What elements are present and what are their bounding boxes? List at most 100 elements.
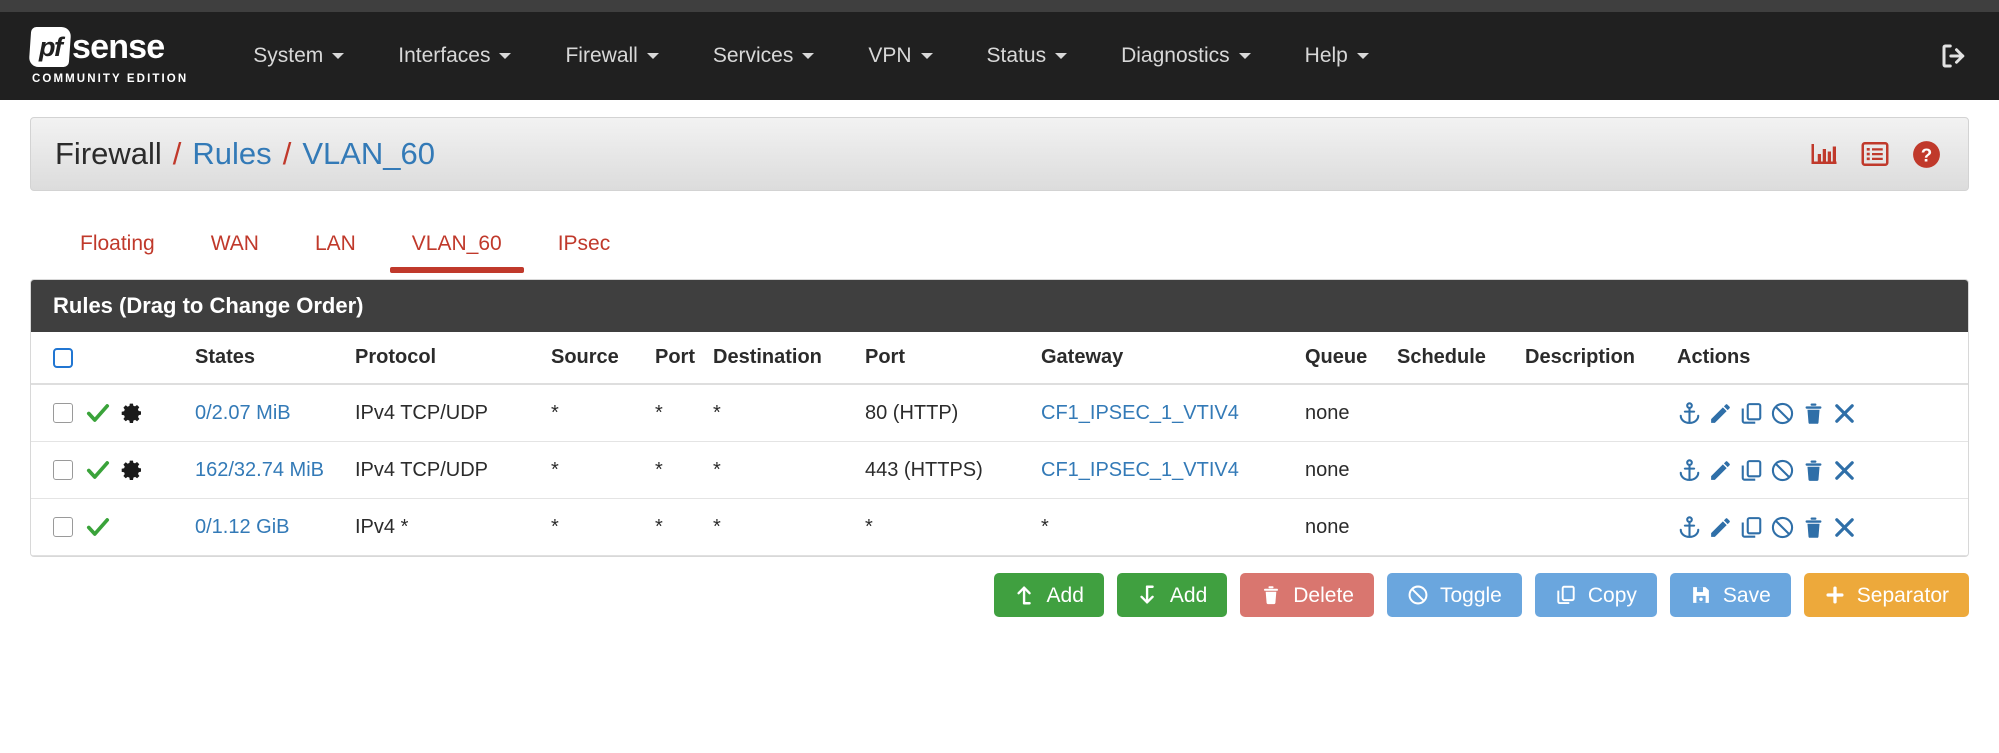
gear-icon[interactable] — [120, 458, 144, 482]
button-label: Delete — [1293, 583, 1354, 607]
edit-pencil-icon[interactable] — [1708, 515, 1733, 540]
rules-table: States Protocol Source Port Destination … — [31, 332, 1968, 556]
nav-item-label: VPN — [868, 44, 912, 67]
nav-item-services[interactable]: Services — [686, 12, 842, 100]
select-all-checkbox[interactable] — [53, 347, 73, 368]
top-strip — [0, 0, 1999, 12]
trash-icon — [1260, 584, 1282, 606]
breadcrumb-panel: Firewall / Rules / VLAN_60 — [30, 117, 1969, 191]
row-source: * — [545, 384, 649, 442]
page-content: Firewall / Rules / VLAN_60 — [0, 117, 1999, 627]
row-select-checkbox[interactable] — [53, 460, 73, 480]
button-label: Add — [1046, 583, 1084, 607]
arrow-up-icon — [1014, 584, 1036, 606]
button-label: Separator — [1856, 583, 1949, 607]
row-states-cell: 0/2.07 MiB — [189, 384, 349, 442]
chevron-down-icon — [332, 53, 345, 59]
row-select-checkbox[interactable] — [53, 403, 73, 423]
row-description — [1519, 498, 1671, 556]
disable-ban-icon[interactable] — [1770, 515, 1795, 540]
sign-out-icon[interactable] — [1939, 41, 1969, 71]
disable-ban-icon[interactable] — [1770, 401, 1795, 426]
breadcrumb-separator: / — [282, 136, 292, 171]
close-x-icon[interactable] — [1832, 458, 1857, 483]
header-states: States — [189, 332, 349, 385]
tab-vlan-60[interactable]: VLAN_60 — [384, 232, 530, 273]
table-row[interactable]: 0/2.07 MiB IPv4 TCP/UDP * * * 80 (HTTP) … — [31, 384, 1968, 442]
row-source-port: * — [649, 441, 707, 499]
row-states-cell: 0/1.12 GiB — [189, 498, 349, 556]
table-header-row: States Protocol Source Port Destination … — [31, 332, 1968, 385]
header-status-cell — [79, 332, 189, 385]
list-table-icon[interactable] — [1860, 139, 1890, 169]
check-icon — [85, 457, 111, 483]
plus-icon — [1824, 584, 1846, 606]
delete-trash-icon[interactable] — [1801, 458, 1826, 483]
disable-ban-icon[interactable] — [1770, 458, 1795, 483]
nav-item-vpn[interactable]: VPN — [841, 12, 959, 100]
breadcrumb-root: Firewall — [55, 136, 162, 171]
nav-item-firewall[interactable]: Firewall — [538, 12, 685, 100]
tab-ipsec[interactable]: IPsec — [530, 232, 639, 273]
toggle-button[interactable]: Toggle — [1386, 573, 1522, 617]
nav-item-label: Firewall — [565, 44, 638, 67]
gateway-link[interactable]: CF1_IPSEC_1_VTIV4 — [1041, 401, 1239, 424]
delete-trash-icon[interactable] — [1801, 515, 1826, 540]
delete-button[interactable]: Delete — [1240, 573, 1374, 617]
nav-item-status[interactable]: Status — [960, 12, 1095, 100]
add-separator-button[interactable]: Separator — [1803, 573, 1969, 617]
ban-icon — [1407, 584, 1429, 606]
pfsense-logo[interactable]: pf sense COMMUNITY EDITION — [28, 27, 188, 85]
copy-icon[interactable] — [1739, 458, 1764, 483]
close-x-icon[interactable] — [1832, 515, 1857, 540]
tab-wan[interactable]: WAN — [183, 232, 287, 273]
arrow-down-icon — [1137, 584, 1159, 606]
copy-icon[interactable] — [1739, 515, 1764, 540]
anchor-icon[interactable] — [1677, 401, 1702, 426]
anchor-icon[interactable] — [1677, 458, 1702, 483]
row-checkbox-cell — [31, 441, 79, 499]
table-row[interactable]: 0/1.12 GiB IPv4 * * * * * * none — [31, 498, 1968, 556]
header-checkbox-cell — [31, 332, 79, 385]
add-rule-bottom-button[interactable]: Add — [1116, 573, 1228, 617]
breadcrumb-link-current[interactable]: VLAN_60 — [302, 136, 436, 171]
tab-lan[interactable]: LAN — [287, 232, 384, 273]
tab-floating[interactable]: Floating — [52, 232, 183, 273]
copy-button[interactable]: Copy — [1534, 573, 1657, 617]
nav-item-interfaces[interactable]: Interfaces — [371, 12, 538, 100]
breadcrumb-link-rules[interactable]: Rules — [192, 136, 272, 171]
row-select-checkbox[interactable] — [53, 517, 73, 537]
gateway-link[interactable]: CF1_IPSEC_1_VTIV4 — [1041, 458, 1239, 481]
copy-icon[interactable] — [1739, 401, 1764, 426]
copy-icon — [1555, 584, 1577, 606]
states-link[interactable]: 0/2.07 MiB — [195, 401, 291, 424]
row-dest-port: 80 (HTTP) — [859, 384, 1035, 442]
close-x-icon[interactable] — [1832, 401, 1857, 426]
breadcrumb-separator: / — [172, 136, 182, 171]
row-actions-cell — [1671, 384, 1968, 442]
states-link[interactable]: 0/1.12 GiB — [195, 515, 290, 538]
states-link[interactable]: 162/32.74 MiB — [195, 458, 324, 481]
row-source: * — [545, 441, 649, 499]
row-destination: * — [707, 384, 859, 442]
gear-icon[interactable] — [120, 401, 144, 425]
nav-item-help[interactable]: Help — [1278, 12, 1396, 100]
header-source-port: Port — [649, 332, 707, 385]
table-row[interactable]: 162/32.74 MiB IPv4 TCP/UDP * * * 443 (HT… — [31, 441, 1968, 499]
delete-trash-icon[interactable] — [1801, 401, 1826, 426]
edit-pencil-icon[interactable] — [1708, 458, 1733, 483]
check-icon — [85, 400, 111, 426]
nav-item-system[interactable]: System — [226, 12, 371, 100]
row-gateway: * — [1035, 498, 1299, 556]
help-circle-icon[interactable]: ? — [1911, 139, 1942, 170]
nav-item-label: Services — [712, 44, 794, 67]
bar-chart-icon[interactable] — [1809, 139, 1839, 169]
nav-item-diagnostics[interactable]: Diagnostics — [1094, 12, 1278, 100]
save-button[interactable]: Save — [1669, 573, 1791, 617]
nav-menu: System Interfaces Firewall Services VPN … — [226, 12, 1396, 100]
row-destination: * — [707, 498, 859, 556]
add-rule-top-button[interactable]: Add — [993, 573, 1104, 617]
anchor-icon[interactable] — [1677, 515, 1702, 540]
edit-pencil-icon[interactable] — [1708, 401, 1733, 426]
button-label: Add — [1169, 583, 1208, 607]
